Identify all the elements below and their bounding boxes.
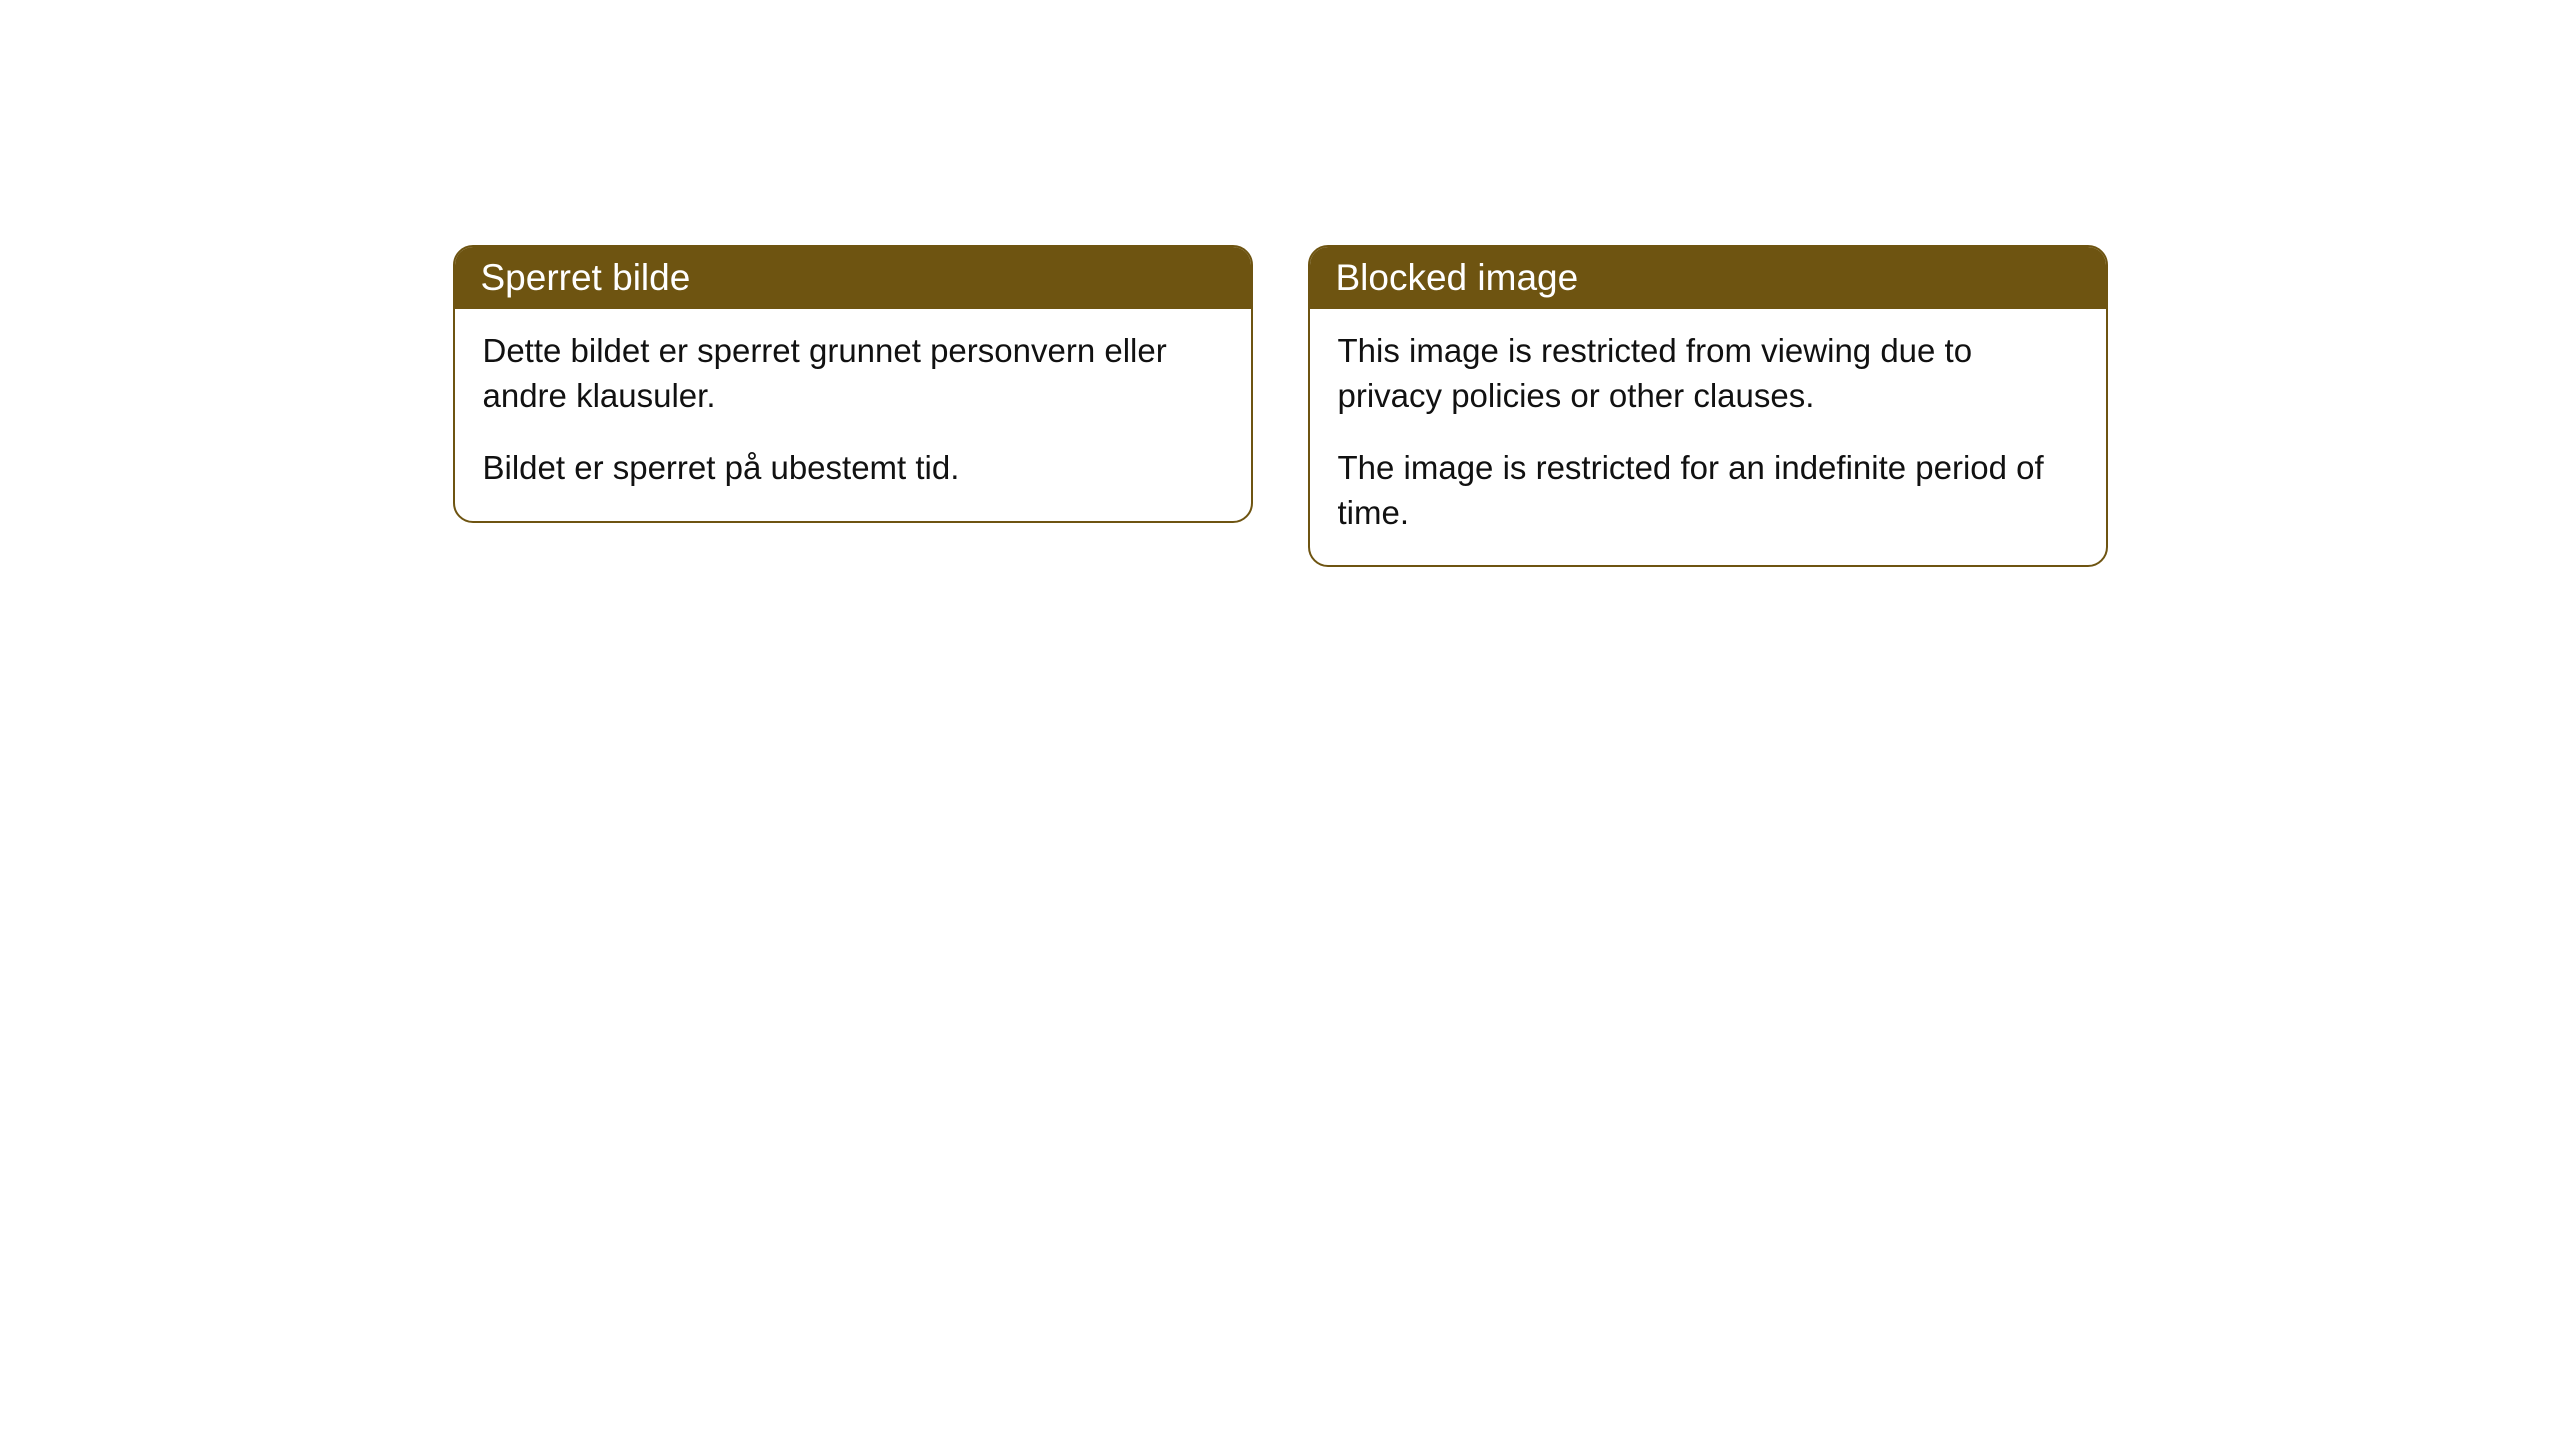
notice-card-english: Blocked image This image is restricted f… [1308, 245, 2108, 567]
card-title-english: Blocked image [1336, 257, 1579, 298]
card-body-english: This image is restricted from viewing du… [1310, 309, 2106, 565]
card-body-norwegian: Dette bildet er sperret grunnet personve… [455, 309, 1251, 521]
card-title-norwegian: Sperret bilde [481, 257, 691, 298]
notice-text-norwegian-1: Dette bildet er sperret grunnet personve… [483, 329, 1223, 418]
notice-text-norwegian-2: Bildet er sperret på ubestemt tid. [483, 446, 1223, 491]
notice-cards-container: Sperret bilde Dette bildet er sperret gr… [453, 245, 2108, 1440]
notice-text-english-2: The image is restricted for an indefinit… [1338, 446, 2078, 535]
card-header-english: Blocked image [1310, 247, 2106, 309]
notice-text-english-1: This image is restricted from viewing du… [1338, 329, 2078, 418]
notice-card-norwegian: Sperret bilde Dette bildet er sperret gr… [453, 245, 1253, 523]
card-header-norwegian: Sperret bilde [455, 247, 1251, 309]
